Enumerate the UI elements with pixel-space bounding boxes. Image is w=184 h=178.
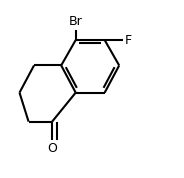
Text: Br: Br	[69, 15, 83, 28]
Text: O: O	[47, 142, 57, 155]
Text: F: F	[125, 34, 132, 47]
